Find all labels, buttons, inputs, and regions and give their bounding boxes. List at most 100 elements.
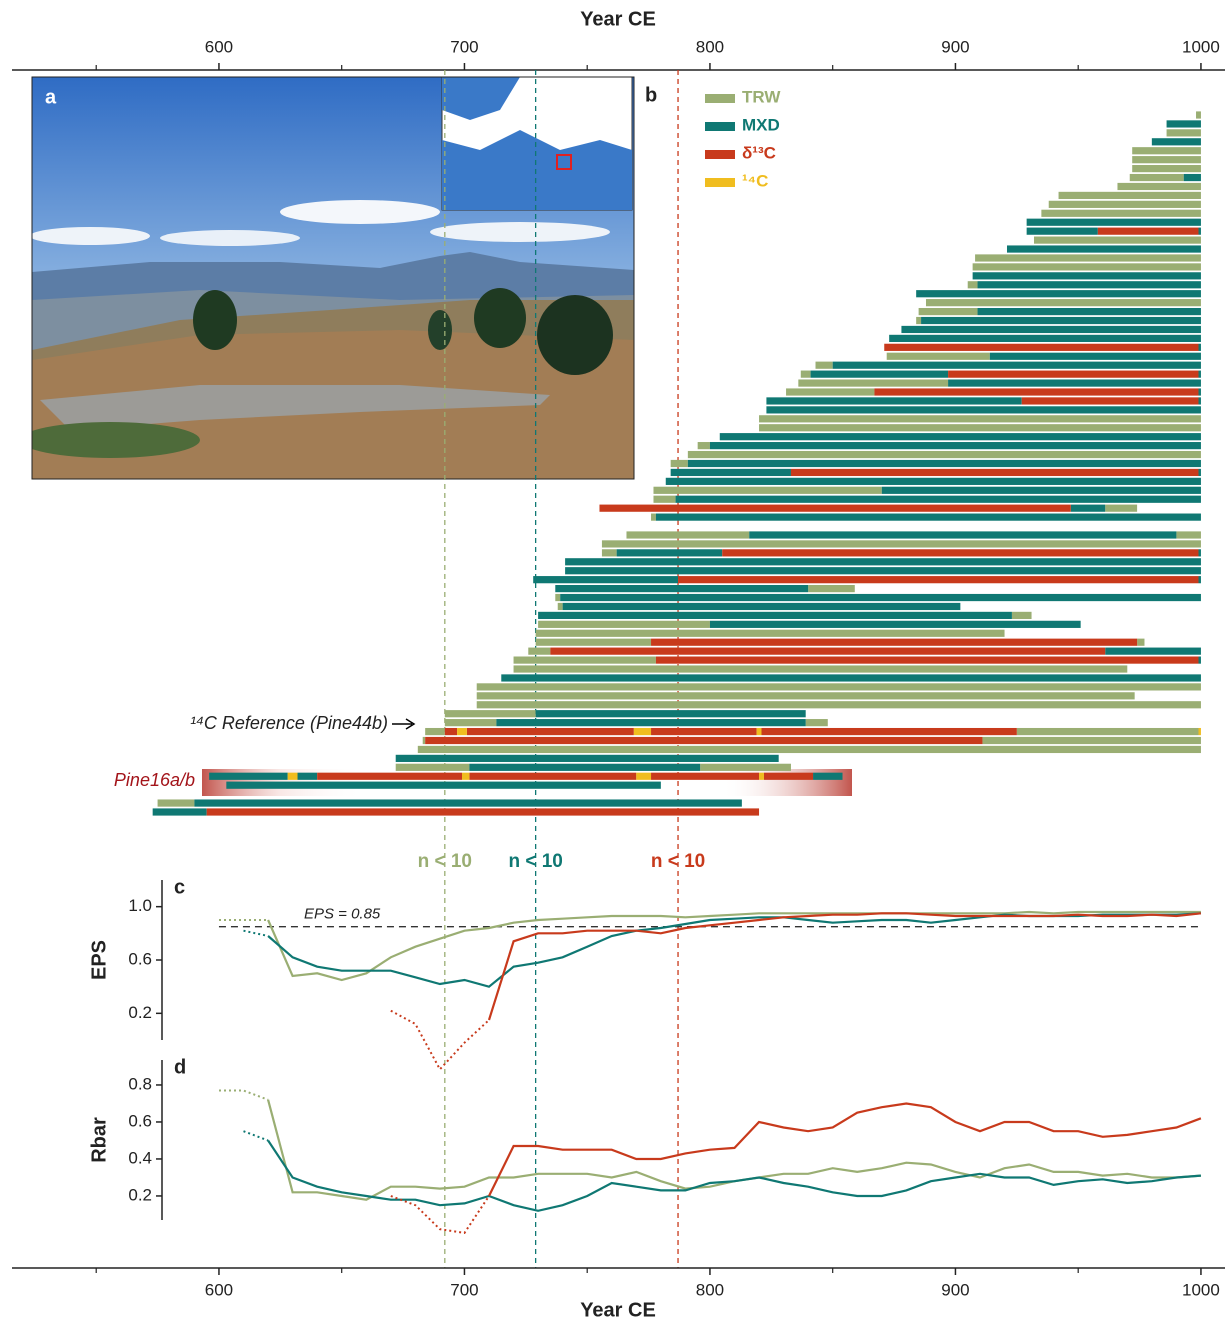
y-tick-label: 0.6 <box>128 949 152 968</box>
y-tick-label: 1.0 <box>128 896 152 915</box>
series-line <box>268 1141 1201 1211</box>
threshold-label: n < 10 <box>418 851 472 872</box>
sample-label: Pine16a/b <box>114 770 195 790</box>
segment <box>1198 469 1200 476</box>
segment <box>921 317 1201 324</box>
segment <box>1184 174 1201 181</box>
legend-swatch <box>705 94 735 103</box>
segment <box>653 496 675 503</box>
segment <box>1196 111 1201 118</box>
segment <box>288 773 298 780</box>
legend-label: MXD <box>742 115 780 134</box>
figure: a Pine16a/b ¹⁴C Reference (Pine44b) 6007… <box>0 0 1230 1320</box>
segment <box>565 558 1201 565</box>
segment <box>786 388 874 395</box>
x-tick-label: 600 <box>205 37 233 56</box>
x-tick-label: 700 <box>450 37 478 56</box>
segment <box>207 808 759 815</box>
segment <box>1198 371 1200 378</box>
y-tick-label: 0.6 <box>128 1111 152 1130</box>
segment <box>882 487 1201 494</box>
segment <box>884 344 1198 351</box>
segment <box>555 585 808 592</box>
segment <box>811 371 948 378</box>
arrow <box>392 719 414 729</box>
segment <box>1152 138 1201 145</box>
sample-label: ¹⁴C Reference (Pine44b) <box>190 713 388 733</box>
segment <box>396 755 779 762</box>
segment <box>1137 639 1144 646</box>
segment <box>317 773 462 780</box>
segment <box>978 308 1201 315</box>
segment <box>1198 388 1200 395</box>
segment <box>617 549 723 556</box>
segment <box>651 728 757 735</box>
segment <box>514 656 656 663</box>
segment <box>968 281 978 288</box>
segment <box>973 263 1201 270</box>
segment <box>496 719 805 726</box>
segment <box>599 505 1070 512</box>
segment <box>514 665 1128 672</box>
x-tick-label: 800 <box>696 37 724 56</box>
segment <box>1167 120 1201 127</box>
segment <box>749 531 1176 538</box>
y-tick-label: 0.8 <box>128 1074 152 1093</box>
y-axis-title: EPS <box>88 940 110 980</box>
x-tick-label: 800 <box>696 1280 724 1299</box>
series-line <box>489 913 1201 1020</box>
legend-label: δ¹³C <box>742 143 776 162</box>
segment <box>948 371 1198 378</box>
segment <box>1198 549 1200 556</box>
segment <box>457 728 467 735</box>
segment <box>766 406 1201 413</box>
segment <box>1198 576 1200 583</box>
segment <box>1071 505 1105 512</box>
segment <box>666 478 1201 485</box>
segment <box>948 379 1201 386</box>
segment <box>298 773 318 780</box>
segment <box>990 353 1201 360</box>
x-tick-label: 1000 <box>1182 1280 1220 1299</box>
segment <box>555 594 560 601</box>
segment <box>467 728 634 735</box>
segment <box>445 710 536 717</box>
segment <box>762 728 1017 735</box>
segment <box>801 371 811 378</box>
legend-swatch <box>705 178 735 187</box>
segment <box>698 442 710 449</box>
segment <box>919 308 978 315</box>
segment <box>1198 344 1200 351</box>
segment <box>1027 219 1201 226</box>
threshold-label: n < 10 <box>508 851 562 872</box>
segment <box>722 549 1198 556</box>
segment <box>626 531 749 538</box>
threshold-label: n < 10 <box>651 851 705 872</box>
segment <box>1117 183 1200 190</box>
segment <box>656 656 1199 663</box>
segment <box>1041 210 1201 217</box>
segment <box>901 326 1201 333</box>
segment <box>558 603 563 610</box>
segment <box>1198 397 1200 404</box>
segment <box>445 719 497 726</box>
segment <box>462 773 469 780</box>
x-tick-label: 900 <box>941 37 969 56</box>
segment <box>889 335 1201 342</box>
segment <box>1049 201 1201 208</box>
segment <box>764 773 813 780</box>
segment <box>1130 174 1184 181</box>
x-tick-label: 600 <box>205 1280 233 1299</box>
segment <box>550 648 1105 655</box>
segment <box>678 576 1198 583</box>
series-line-low-n <box>244 1131 269 1140</box>
segment <box>425 737 982 744</box>
segment <box>759 773 764 780</box>
segment <box>501 674 1201 681</box>
y-tick-label: 0.4 <box>128 1148 152 1167</box>
segment <box>1176 531 1201 538</box>
segment <box>1059 192 1201 199</box>
segment <box>536 710 806 717</box>
x-tick-label: 700 <box>450 1280 478 1299</box>
series-line <box>489 1104 1201 1197</box>
